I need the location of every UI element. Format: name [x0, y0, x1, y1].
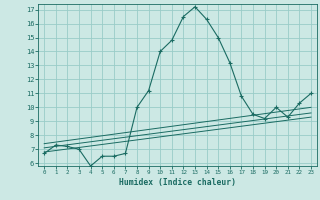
X-axis label: Humidex (Indice chaleur): Humidex (Indice chaleur) — [119, 178, 236, 187]
